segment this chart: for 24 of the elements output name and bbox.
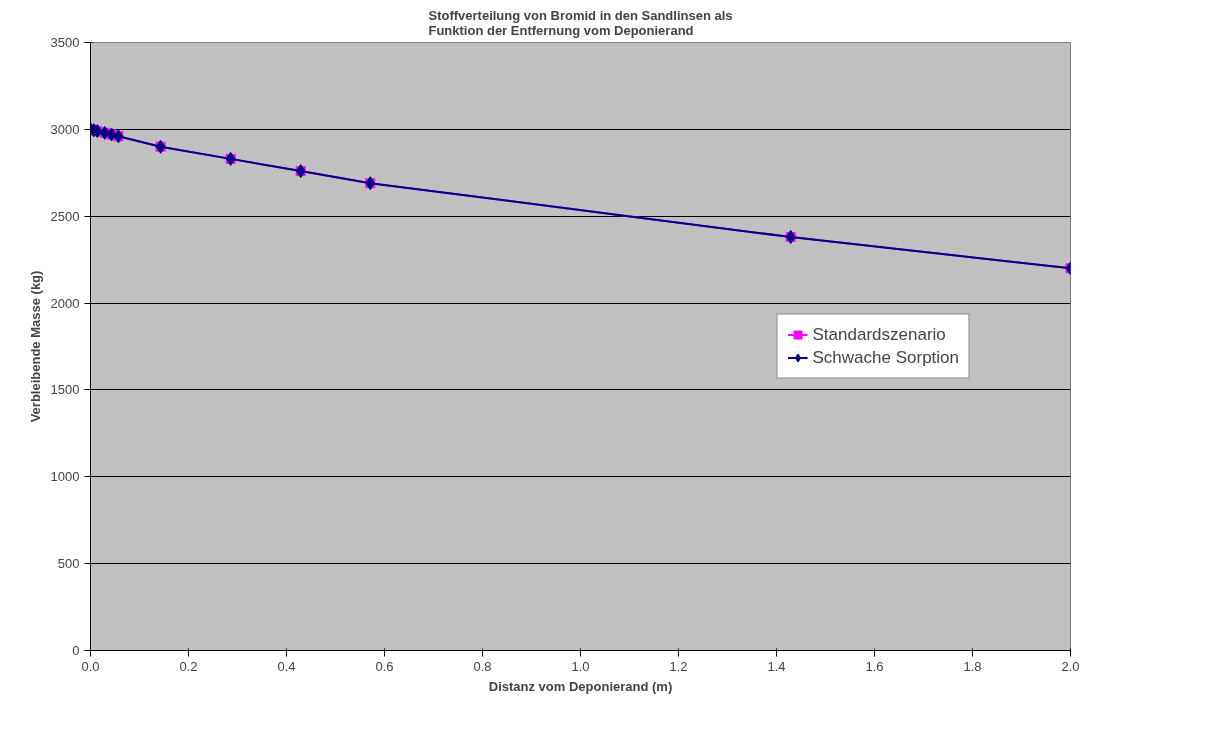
chart-title: Stoffverteilung von Bromid in den Sandlinsen als Funktion der Entfernung vom Deponierand [428, 7, 733, 38]
x-tick-label: 1.8 [963, 658, 982, 674]
x-tick-label: 2.0 [1061, 658, 1080, 674]
y-tick-label: 1500 [50, 382, 80, 398]
x-tick-label: 0.0 [81, 658, 100, 674]
y-tick-label: 1000 [50, 469, 80, 485]
legend-label: Standardszenario [812, 324, 946, 345]
x-tick-label: 1.6 [865, 658, 884, 674]
x-tick-label: 1.2 [669, 658, 688, 674]
x-tick-label: 0.2 [179, 658, 198, 674]
x-tick-label: 1.4 [767, 658, 786, 674]
y-tick-label: 3500 [50, 35, 80, 50]
y-axis-title: Verbleibende Masse (kg) [27, 270, 43, 423]
x-tick-label: 0.8 [473, 658, 492, 674]
x-axis-title: Distanz vom Deponierand (m) [488, 678, 673, 694]
x-tick-label: 1.0 [571, 658, 590, 674]
x-tick-label: 0.4 [277, 658, 296, 674]
y-tick-label: 3000 [50, 121, 80, 137]
y-tick-label: 0 [72, 643, 80, 658]
y-tick-label: 500 [57, 556, 80, 572]
y-tick-label: 2500 [50, 208, 80, 224]
x-tick-label: 0.6 [375, 658, 394, 674]
y-tick-label: 2000 [50, 295, 80, 311]
legend-label: Schwache Sorption [812, 347, 959, 368]
